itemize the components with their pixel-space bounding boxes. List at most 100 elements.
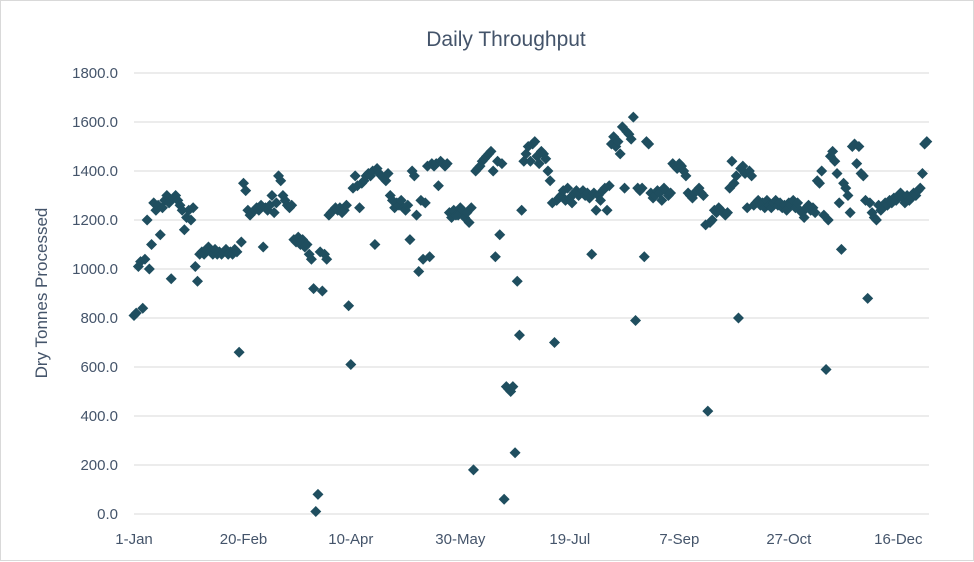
x-tick-label: 27-Oct [766, 531, 812, 548]
data-point [835, 243, 847, 255]
data-point [853, 141, 865, 152]
data-point [706, 214, 718, 226]
data-point [178, 224, 190, 236]
data-point [509, 447, 521, 459]
data-point [286, 199, 298, 211]
data-point [612, 136, 624, 148]
data-point [308, 283, 320, 295]
data-point [489, 251, 501, 263]
data-point [524, 155, 536, 167]
data-point [630, 314, 642, 326]
data-point [702, 405, 714, 417]
data-point [137, 302, 149, 314]
data-point [594, 194, 606, 206]
data-point [862, 292, 874, 304]
data-point [643, 138, 655, 150]
data-point [857, 170, 869, 182]
y-tick-label: 800.0 [80, 310, 118, 327]
data-point [354, 202, 366, 214]
data-points [128, 111, 933, 518]
data-point [321, 253, 333, 265]
data-point [165, 273, 177, 285]
data-point [467, 464, 479, 476]
data-point [798, 212, 810, 224]
y-axis-label: Dry Tonnes Processed [32, 208, 51, 379]
data-point [369, 239, 381, 250]
data-point [382, 167, 394, 179]
data-point [746, 170, 758, 182]
data-point [408, 170, 420, 182]
data-point [143, 263, 155, 275]
x-tick-label: 30-May [435, 531, 486, 548]
data-point [411, 209, 423, 221]
data-point [601, 204, 613, 216]
data-point [266, 190, 278, 201]
data-point [870, 214, 882, 226]
data-point [305, 253, 317, 265]
data-point [511, 275, 523, 287]
data-point [625, 133, 637, 145]
x-tick-label: 1-Jan [115, 531, 153, 548]
data-point [516, 204, 528, 216]
data-point [732, 312, 744, 324]
data-point [590, 204, 602, 216]
data-point [820, 363, 832, 375]
data-point [730, 170, 742, 182]
data-point [270, 197, 282, 209]
data-point [548, 337, 560, 348]
x-tick-label: 7-Sep [659, 531, 699, 548]
data-point [465, 202, 477, 214]
data-point [722, 207, 734, 219]
data-point [192, 275, 204, 287]
data-point [139, 253, 151, 265]
y-tick-label: 1400.0 [72, 163, 118, 180]
data-point [424, 251, 436, 263]
x-tick-label: 16-Dec [874, 531, 923, 548]
data-point [921, 136, 933, 148]
data-point [310, 506, 322, 518]
data-point [349, 170, 361, 182]
data-point [312, 488, 324, 500]
data-point [851, 158, 863, 170]
data-point [268, 207, 280, 219]
data-point [603, 180, 615, 192]
data-point [542, 165, 554, 177]
data-point [809, 207, 821, 219]
data-point [816, 165, 828, 177]
data-point [275, 175, 287, 187]
data-point [301, 239, 313, 250]
data-point [413, 265, 425, 277]
data-point [176, 204, 188, 216]
x-tick-labels: 1-Jan 20-Feb 10-Apr 30-May 19-Jul 7-Sep 27-Oct… [115, 531, 923, 548]
data-point [656, 194, 668, 206]
data-point [441, 158, 453, 170]
data-point [146, 239, 158, 250]
data-point [627, 111, 639, 123]
data-point [404, 234, 416, 246]
data-point [842, 190, 854, 201]
y-tick-label: 1200.0 [72, 212, 118, 229]
data-point [914, 182, 926, 194]
data-point [496, 158, 508, 170]
data-point [185, 214, 197, 226]
data-point [417, 253, 429, 265]
data-point [614, 148, 626, 160]
data-point [544, 175, 556, 187]
x-tick-label: 19-Jul [549, 531, 590, 548]
data-point [833, 197, 845, 209]
data-point [513, 329, 525, 341]
data-point [619, 182, 631, 194]
data-point [231, 246, 243, 258]
data-point [844, 207, 856, 219]
data-point [562, 182, 574, 194]
data-point [340, 199, 352, 211]
data-point [829, 155, 841, 167]
data-point [189, 261, 201, 273]
data-point [402, 199, 414, 211]
data-point [665, 187, 677, 199]
data-point [494, 229, 506, 241]
data-point [419, 197, 431, 209]
data-point [498, 493, 510, 505]
